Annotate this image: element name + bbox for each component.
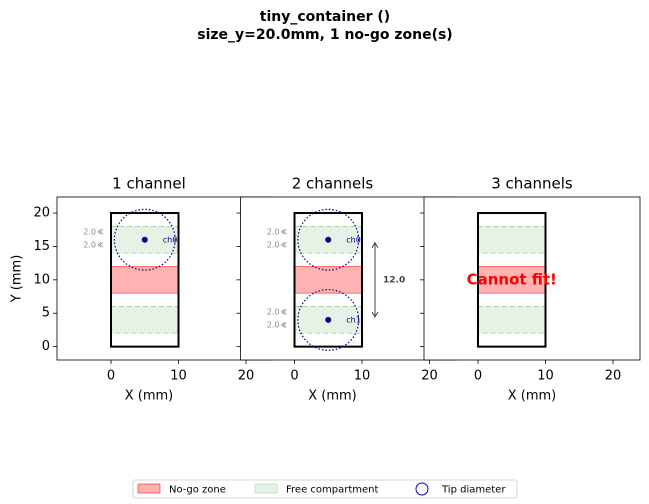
no-go-zone <box>477 265 546 294</box>
clearance-arrow <box>97 228 104 235</box>
no-go-zone <box>294 265 363 294</box>
x-tick-label: 10 <box>170 369 187 384</box>
channel-label: ch0 <box>346 235 361 244</box>
panel-background <box>240 197 457 360</box>
clearance-arrow <box>280 322 287 328</box>
spacing-label: 12.0 <box>383 275 405 285</box>
y-tick-label: 0 <box>42 339 50 354</box>
panel: ch0 2.0 2.0 0 10 20 0 5 10 15 20 1 channel X (mm) Y (… <box>10 175 274 404</box>
panel-title: 2 channels <box>292 175 374 193</box>
legend-swatch <box>254 483 278 494</box>
plot-area: Cannot fit! <box>467 212 557 348</box>
x-axis-label: X (mm) <box>308 389 357 404</box>
y-axis-label: Y (mm) <box>10 255 25 304</box>
panel-background <box>424 197 640 360</box>
clearance-label: 2.0 <box>83 227 96 236</box>
clearance-label: 2.0 <box>267 227 280 236</box>
annotation: Cannot fit! <box>467 270 557 288</box>
tip-diameter <box>113 208 176 271</box>
panel-title: 3 channels <box>491 175 573 193</box>
legend-swatch <box>415 482 429 496</box>
clearance-label: 2.0 <box>267 240 280 249</box>
clearance-label: 2.0 <box>267 307 280 316</box>
legend-label: No-go zone <box>169 485 226 496</box>
figure-title: tiny_container () <box>260 9 390 25</box>
x-tick-label: 0 <box>474 369 482 384</box>
arrow-head <box>371 241 379 318</box>
x-tick-label: 20 <box>421 369 438 384</box>
clearance-arrow <box>280 241 287 248</box>
x-axis-label: X (mm) <box>508 389 557 404</box>
y-tick-label: 5 <box>42 306 50 321</box>
tip-diameter <box>297 208 360 271</box>
tip-diameter <box>297 288 360 351</box>
legend-label: Free compartment <box>286 485 378 496</box>
x-tick-label: 0 <box>107 369 115 384</box>
y-tick-label: 20 <box>33 206 50 221</box>
channel-label: ch1 <box>346 315 361 324</box>
free-compartment <box>477 225 546 254</box>
tip-center <box>325 316 332 323</box>
legend-frame <box>132 479 518 499</box>
tip-center <box>141 236 148 243</box>
channel-label: ch0 <box>163 235 178 244</box>
container <box>110 212 180 348</box>
legend: No-go zone Free compartment Tip diameter <box>132 479 518 499</box>
x-tick-label: 10 <box>537 369 554 384</box>
y-tick-label: 15 <box>33 239 50 254</box>
legend-label: Tip diameter <box>441 485 506 496</box>
free-compartment <box>110 306 179 334</box>
container <box>477 212 547 348</box>
x-tick-label: 20 <box>605 369 622 384</box>
x-tick-label: 0 <box>290 369 298 384</box>
panel: ch0 2.0 2.0 ch1 2.0 2.0 12.0 0 10 20 2 channels X (… <box>236 175 457 404</box>
free-compartment <box>477 306 546 334</box>
panel-title: 1 channel <box>112 175 186 193</box>
x-axis-label: X (mm) <box>125 389 174 404</box>
plot-area: ch0 2.0 2.0 ch1 2.0 2.0 12.0 <box>267 208 405 351</box>
clearance-arrow <box>97 241 104 248</box>
clearance-label: 2.0 <box>267 320 280 329</box>
y-tick-label: 10 <box>33 272 50 287</box>
panel-background <box>57 197 273 360</box>
x-tick-label: 20 <box>238 369 255 384</box>
panel: Cannot fit! 0 10 20 3 channels X (mm) <box>420 175 641 404</box>
plot-area: ch0 2.0 2.0 <box>83 208 180 348</box>
clearance-arrow <box>280 309 287 315</box>
clearance-label: 2.0 <box>83 240 96 249</box>
no-go-zone <box>110 265 179 294</box>
axes-frame <box>423 196 641 361</box>
container <box>293 212 363 348</box>
figure-subtitle: size_y=20.0mm, 1 no-go zone(s) <box>197 27 452 43</box>
tip-center <box>325 236 332 243</box>
x-tick-label: 10 <box>354 369 371 384</box>
clearance-arrow <box>280 228 287 235</box>
legend-swatch <box>137 483 161 494</box>
